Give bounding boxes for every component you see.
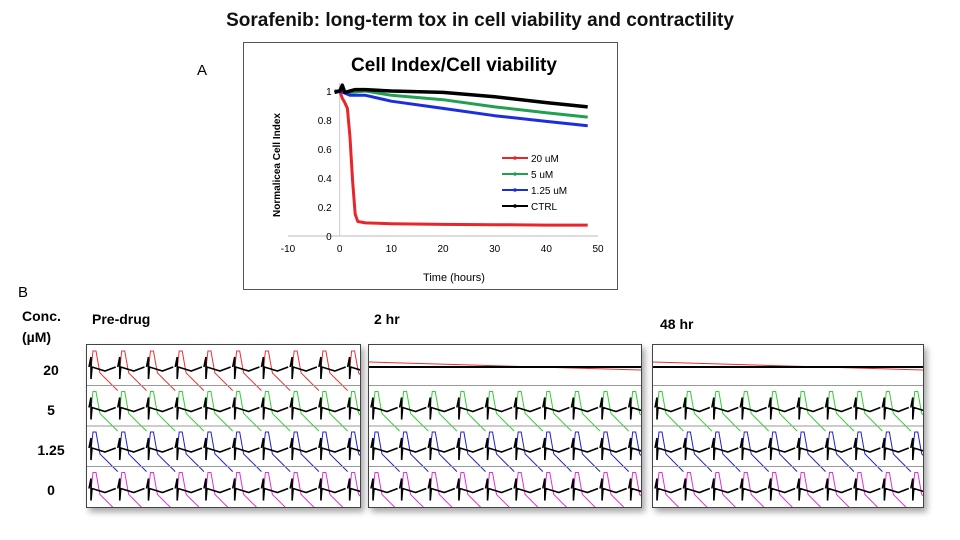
beat-trace-baseline xyxy=(370,478,656,501)
beat-trace-baseline xyxy=(88,356,375,380)
waveform-panel-2hr xyxy=(368,344,658,513)
conc-label-1.25: 1.25 xyxy=(37,442,65,458)
series-line-CTRL xyxy=(334,83,588,109)
legend-marker xyxy=(513,156,517,160)
y-tick-label: 0.6 xyxy=(318,145,332,156)
x-axis-label: Time (hours) xyxy=(423,272,485,284)
conc-header-line1: Conc. xyxy=(22,308,61,324)
y-tick-label: 0 xyxy=(326,232,332,243)
x-tick-label: 50 xyxy=(592,244,604,255)
y-tick-label: 1 xyxy=(326,87,332,98)
chart-title: Cell Index/Cell viability xyxy=(351,55,557,76)
x-tick-label: 10 xyxy=(386,244,398,255)
legend-label: 5 uM xyxy=(531,170,553,181)
beat-trace xyxy=(90,391,377,432)
legend-label: 20 uM xyxy=(531,154,559,165)
panel-a-label: A xyxy=(197,62,208,79)
beat-trace xyxy=(656,472,940,513)
beat-trace xyxy=(656,431,940,472)
slide-title: Sorafenib: long-term tox in cell viabili… xyxy=(226,10,734,31)
chart-svg: Cell Index/Cell viability-10 0 10 20 30 40 500… xyxy=(272,55,604,284)
beat-trace xyxy=(656,391,940,432)
beat-trace-baseline xyxy=(88,478,375,501)
beat-trace xyxy=(90,350,377,391)
beat-trace xyxy=(372,472,658,513)
beat-trace-baseline xyxy=(88,437,375,461)
x-tick-label: 20 xyxy=(437,244,449,255)
beat-trace-baseline xyxy=(370,437,656,461)
beat-trace xyxy=(90,431,377,472)
time-label-predrug: Pre-drug xyxy=(92,311,151,327)
beat-trace xyxy=(372,391,658,432)
legend-label: CTRL xyxy=(531,202,558,213)
conc-label-5: 5 xyxy=(47,402,55,418)
beat-trace-baseline xyxy=(88,397,375,420)
x-tick-label: -10 xyxy=(281,244,296,255)
legend-marker xyxy=(513,204,517,208)
series-line-20-uM xyxy=(338,90,588,227)
panel-b-label: B xyxy=(18,284,29,301)
series-line-1.25-uM xyxy=(334,89,588,128)
beat-trace-baseline xyxy=(654,437,938,461)
x-tick-label: 40 xyxy=(541,244,553,255)
beat-trace xyxy=(90,472,377,513)
y-tick-label: 0.8 xyxy=(318,116,332,127)
conc-label-0: 0 xyxy=(47,482,55,498)
y-tick-label: 0.4 xyxy=(318,174,332,185)
y-tick-label: 0.2 xyxy=(318,203,332,214)
waveform-panel-48hr xyxy=(652,344,940,513)
y-axis-label: Normalicea Cell Index xyxy=(272,113,283,217)
conc-label-20: 20 xyxy=(43,362,59,378)
beat-trace-baseline xyxy=(654,478,938,501)
beat-trace xyxy=(372,431,658,472)
legend-marker xyxy=(513,172,517,176)
legend-marker xyxy=(513,188,517,192)
time-label-2hr: 2 hr xyxy=(374,311,400,327)
waveform-panel-predrug xyxy=(86,344,377,513)
conc-header-line2: (µM) xyxy=(22,329,52,345)
beat-trace-baseline xyxy=(370,397,656,420)
conc-header: Conc. (µM) xyxy=(22,306,61,348)
time-label-48hr: 48 hr xyxy=(660,316,694,332)
beat-trace-baseline xyxy=(654,397,938,420)
legend-label: 1.25 uM xyxy=(531,186,567,197)
x-tick-label: 30 xyxy=(489,244,501,255)
x-tick-label: 0 xyxy=(337,244,343,255)
cell-index-chart: Cell Index/Cell viability -10 0 10 20 30 40 50 0… xyxy=(243,42,618,290)
